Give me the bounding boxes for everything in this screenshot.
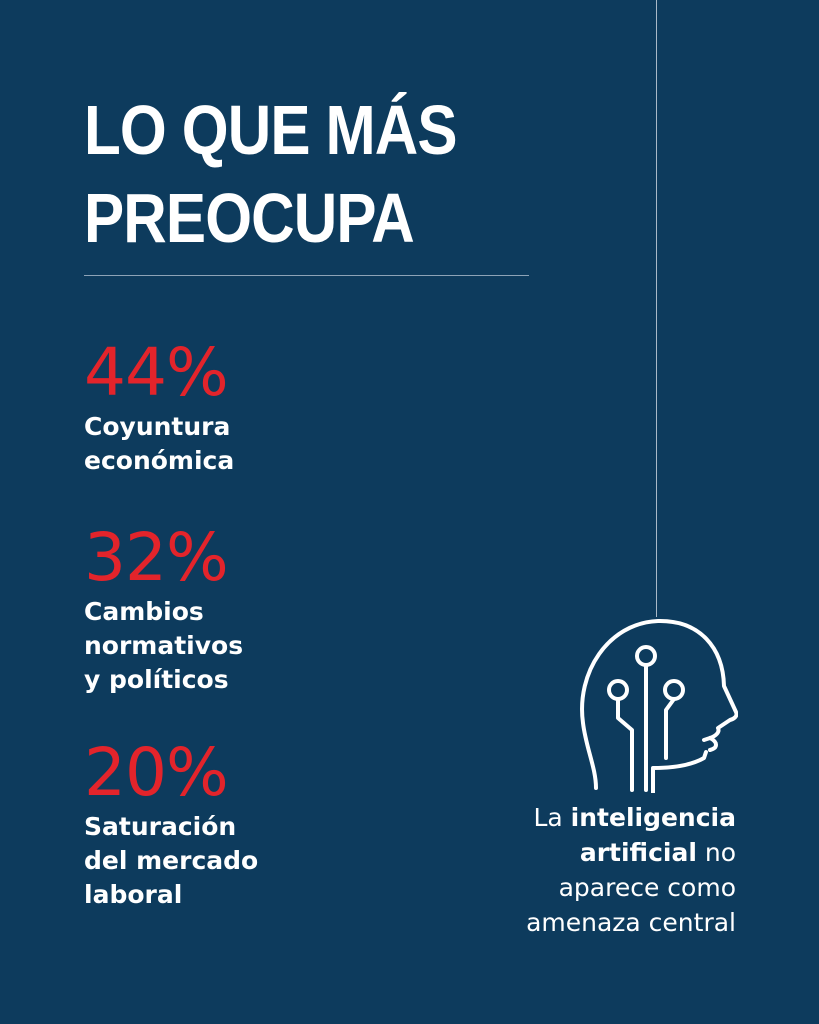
ai-note-bold-2: artificial: [579, 838, 697, 867]
stat-percent: 20%: [84, 734, 229, 811]
ai-note: La inteligencia artificial no aparece co…: [436, 800, 736, 940]
stat-label: Cambios normativos y políticos: [84, 597, 244, 694]
vertical-connector-line: [656, 0, 657, 617]
stat-percent: 32%: [84, 519, 229, 596]
stat-percent: 44%: [84, 334, 229, 411]
stat-economic: 44% Coyuntura económica: [84, 340, 234, 478]
ai-note-mid: no: [696, 838, 736, 867]
page-title: LO QUE MÁS PREOCUPA: [84, 86, 458, 262]
ai-note-bold-1: inteligencia: [570, 803, 736, 832]
stat-regulatory: 32% Cambios normativos y políticos: [84, 525, 243, 697]
ai-head-circuit-icon: [580, 618, 738, 793]
title-line-2: PREOCUPA: [84, 179, 415, 257]
stat-label: Saturación del mercado laboral: [84, 812, 259, 909]
ai-note-prefix: La: [533, 803, 571, 832]
title-divider: [84, 275, 529, 276]
ai-note-line-3: aparece como: [558, 873, 736, 902]
stat-labor-market: 20% Saturación del mercado laboral: [84, 740, 258, 912]
ai-note-line-4: amenaza central: [526, 908, 736, 937]
stat-label: Coyuntura económica: [84, 412, 235, 475]
title-line-1: LO QUE MÁS: [84, 91, 458, 169]
